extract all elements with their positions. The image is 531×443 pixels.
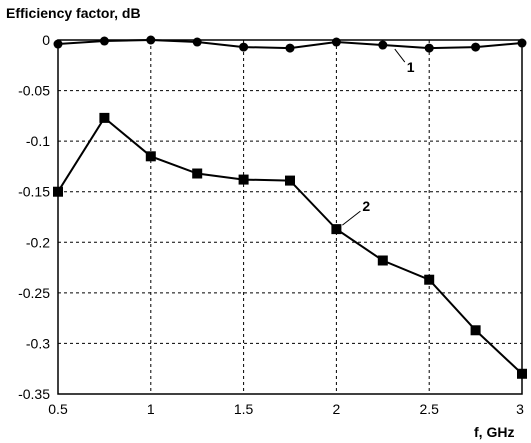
curve-1-label: 1 xyxy=(407,59,415,75)
series-1-point xyxy=(378,40,388,50)
curve-annotations: 12 xyxy=(342,48,415,226)
series-2-point xyxy=(238,174,249,185)
series-2-point xyxy=(470,325,481,336)
x-tick-labels: 0.5 1 1.5 2 2.5 3 xyxy=(48,401,524,417)
x-tick-label: 2 xyxy=(333,401,341,417)
curve-1-leader-line xyxy=(394,48,406,63)
x-tick-label: 1.5 xyxy=(234,401,254,417)
y-tick-label: -0.15 xyxy=(18,184,50,200)
series-2-point xyxy=(99,112,110,123)
series-1-point xyxy=(99,36,109,46)
series-2-point xyxy=(192,168,203,179)
x-tick-label: 2.5 xyxy=(419,401,439,417)
series-2-point xyxy=(285,175,295,186)
y-tick-label: -0.35 xyxy=(18,386,50,402)
series-2-point xyxy=(331,224,342,235)
y-tick-label: -0.25 xyxy=(18,285,50,301)
series-1-point xyxy=(192,37,202,47)
series-2-point xyxy=(424,274,435,285)
grid-lines xyxy=(58,40,522,394)
series-2-point xyxy=(53,186,63,197)
series-2-point xyxy=(377,255,388,266)
series-1-point xyxy=(517,38,527,48)
data-series xyxy=(53,35,527,379)
x-tick-label: 3 xyxy=(516,401,524,417)
series-1-point xyxy=(146,35,156,45)
y-tick-label: -0.2 xyxy=(26,234,50,250)
y-tick-label: 0 xyxy=(42,32,50,48)
y-tick-label: -0.05 xyxy=(18,83,50,99)
y-tick-label: -0.3 xyxy=(26,335,50,351)
series-1-point xyxy=(331,37,341,47)
x-axis-title: f, GHz xyxy=(474,424,514,440)
series-2-point xyxy=(145,151,156,162)
series-1-point xyxy=(239,42,249,52)
x-tick-label: 1 xyxy=(147,401,155,417)
y-axis-title: Efficiency factor, dB xyxy=(6,5,141,21)
series-1-point xyxy=(53,39,63,49)
series-1-point xyxy=(424,43,434,53)
plot-area xyxy=(57,39,523,395)
series-1-point xyxy=(471,42,481,52)
series-1-point xyxy=(285,43,295,53)
series-2-point xyxy=(517,368,527,379)
curve-2-label: 2 xyxy=(362,198,370,214)
y-tick-label: -0.1 xyxy=(26,133,50,149)
curve-2-leader-line xyxy=(342,210,361,226)
y-tick-labels: 0 -0.05 -0.1 -0.15 -0.2 -0.25 -0.3 -0.35 xyxy=(18,32,50,402)
x-tick-label: 0.5 xyxy=(48,401,68,417)
